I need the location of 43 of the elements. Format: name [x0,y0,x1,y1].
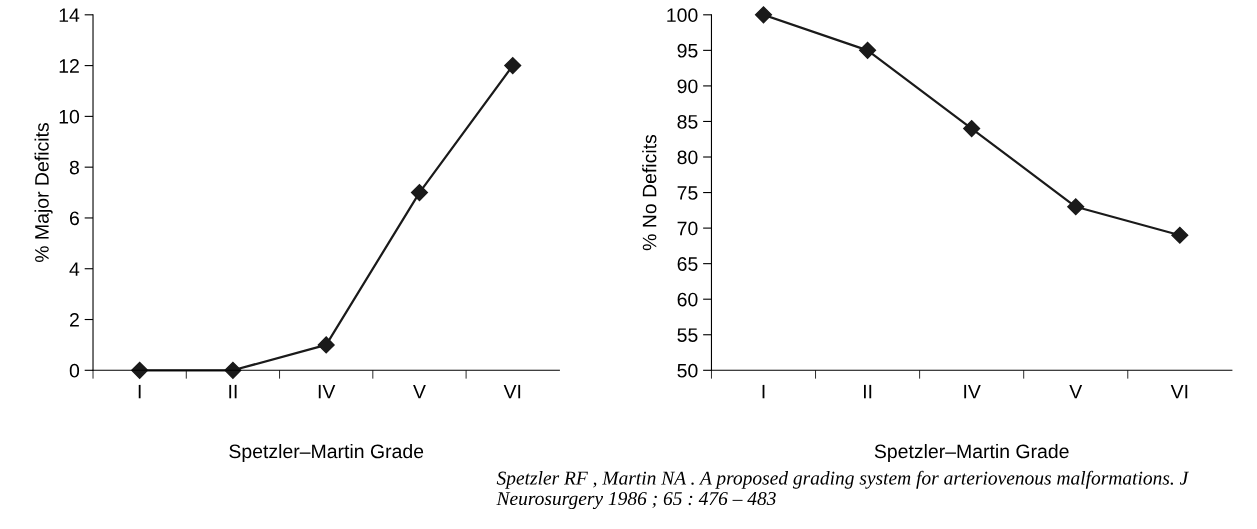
x-tick-label: IV [318,384,336,399]
y-tick-label: 50 [677,363,698,378]
point [859,41,877,59]
y-tick-label: 65 [677,257,698,271]
point [754,6,773,24]
x-tick-label: VI [503,384,521,399]
y-tick-label: 100 [667,8,698,23]
x-tick-label: V [1069,384,1083,399]
y-tick-label: 90 [677,79,698,94]
y-tick-label: 8 [69,160,79,175]
text: Spetzler RF , Martin NA . A proposed grading system for arteriovenous malformations. J Neurosurgery 1986 ; 65 : 476 – 483 [496,470,1189,510]
y-axis-title: % No Deficits [642,134,657,251]
y-tick-label: 75 [677,186,698,200]
x-tick-label: II [863,384,872,399]
y-tick-label: 2 [69,312,79,327]
y-tick-label: 4 [69,262,80,276]
point [224,361,242,379]
y-tick-label: 70 [677,221,698,236]
x-tick-label: V [413,384,426,399]
y-tick-label: 0 [69,363,80,378]
x-tick-label: VI [1170,384,1188,399]
y-tick-label: 80 [677,150,698,165]
point [317,336,335,354]
y-tick-label: 10 [59,109,80,124]
point [504,57,522,75]
y-tick-label: 95 [677,43,698,58]
point [1067,198,1085,216]
x-axis-title: Spetzler–Martin Grade [229,443,424,463]
y-axis-title: % Major Deficits [34,123,53,263]
point [1171,226,1189,244]
x-tick-label: IV [964,384,981,399]
x-tick-label: I [138,384,141,399]
y-tick-label: 14 [59,8,80,22]
point [410,184,429,202]
y-tick-label: 6 [70,211,79,226]
x-tick-label: I [762,384,765,399]
y-tick-label: 55 [677,328,698,342]
y-tick-label: 60 [677,292,698,307]
x-tick-label: II [229,384,237,399]
point [963,120,981,138]
y-tick-label: 85 [677,114,698,129]
x-axis-title: Spetzler–Martin Grade [874,443,1069,463]
y-tick-label: 12 [59,59,79,73]
